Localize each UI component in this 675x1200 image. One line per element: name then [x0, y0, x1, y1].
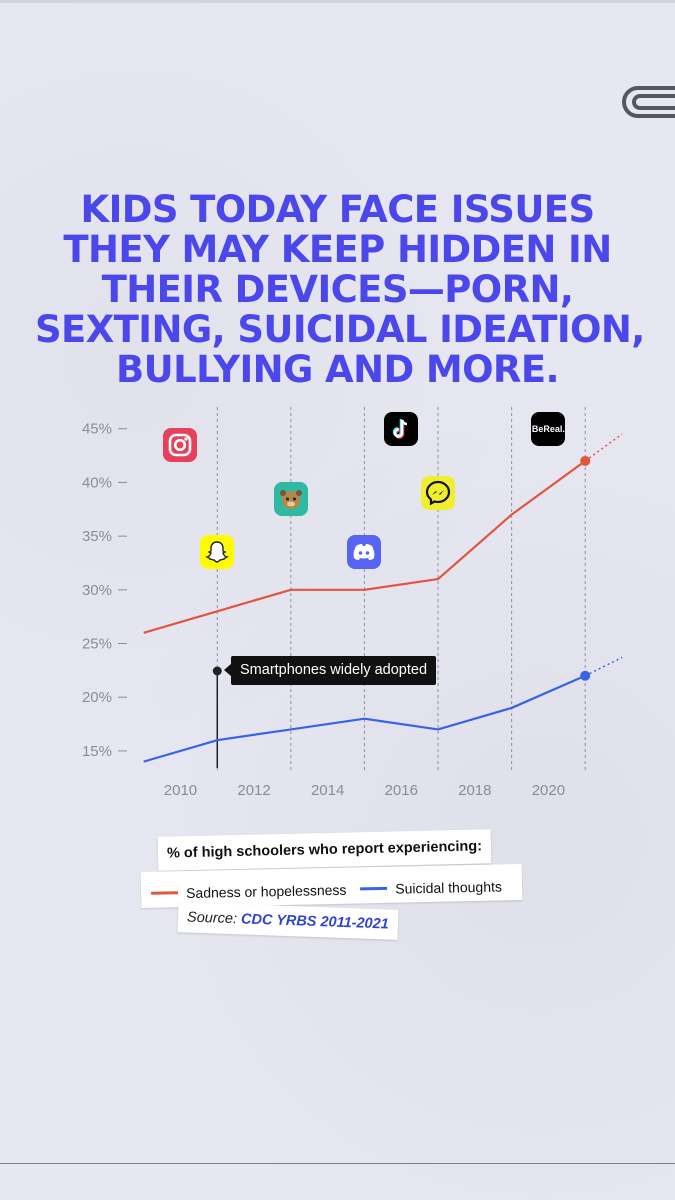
legend-swatch-suicidal	[360, 886, 388, 891]
y-tick-label: 35%	[82, 528, 112, 545]
legend: Sadness or hopelessness Suicidal thought…	[140, 864, 523, 908]
x-tick-label: 2018	[458, 782, 491, 799]
bottom-rule	[0, 1163, 675, 1164]
headline: Kids today face issues they may keep hid…	[35, 188, 645, 391]
annotation-dot	[212, 666, 222, 676]
bereal-label: BeReal.	[531, 423, 565, 434]
x-tick-label: 2014	[311, 782, 344, 799]
headline-line: bullying and more.	[116, 348, 560, 391]
yubo-icon	[273, 481, 308, 516]
y-tick-label: 30%	[82, 582, 112, 599]
headline-line: their devices—porn,	[101, 268, 574, 311]
y-tick-label: 20%	[82, 689, 112, 706]
smartphones-annotation: Smartphones widely adopted	[223, 656, 437, 685]
series-endpoint-1	[580, 670, 591, 681]
x-tick-label: 2010	[164, 782, 197, 799]
y-tick-label: 40%	[82, 474, 112, 491]
x-tick-label: 2020	[532, 782, 565, 799]
y-tick-label: 15%	[82, 743, 112, 760]
instagram-icon	[163, 427, 198, 462]
y-tick-label: 25%	[82, 636, 112, 653]
paperclip-icon	[622, 86, 675, 118]
bereal-icon: BeReal.	[531, 411, 566, 446]
legend-label-suicidal: Suicidal thoughts	[395, 877, 503, 897]
headline-line: they may keep hidden in	[63, 228, 612, 271]
legend-item-suicidal: Suicidal thoughts	[360, 868, 502, 907]
legend-swatch-sadness	[151, 891, 179, 895]
y-tick-label: 45%	[82, 421, 112, 438]
page-edge	[0, 0, 675, 3]
messenger-icon	[421, 476, 456, 511]
headline-line: Kids today face issues	[80, 188, 596, 231]
series-projection-1	[584, 656, 623, 677]
x-tick-label: 2016	[385, 782, 418, 799]
series-line-1	[143, 674, 586, 763]
series-projection-0	[584, 433, 623, 462]
source-prefix: Source:	[186, 909, 238, 928]
tiktok-icon	[384, 411, 419, 446]
headline-line: sexting, suicidal ideation,	[35, 308, 645, 351]
snapchat-icon	[200, 535, 235, 570]
discord-icon	[347, 535, 382, 570]
x-tick-label: 2012	[237, 782, 270, 799]
series-endpoint-0	[580, 455, 591, 466]
source-link[interactable]: CDC YRBS 2011-2021	[240, 911, 389, 933]
series-line-0	[143, 460, 586, 634]
